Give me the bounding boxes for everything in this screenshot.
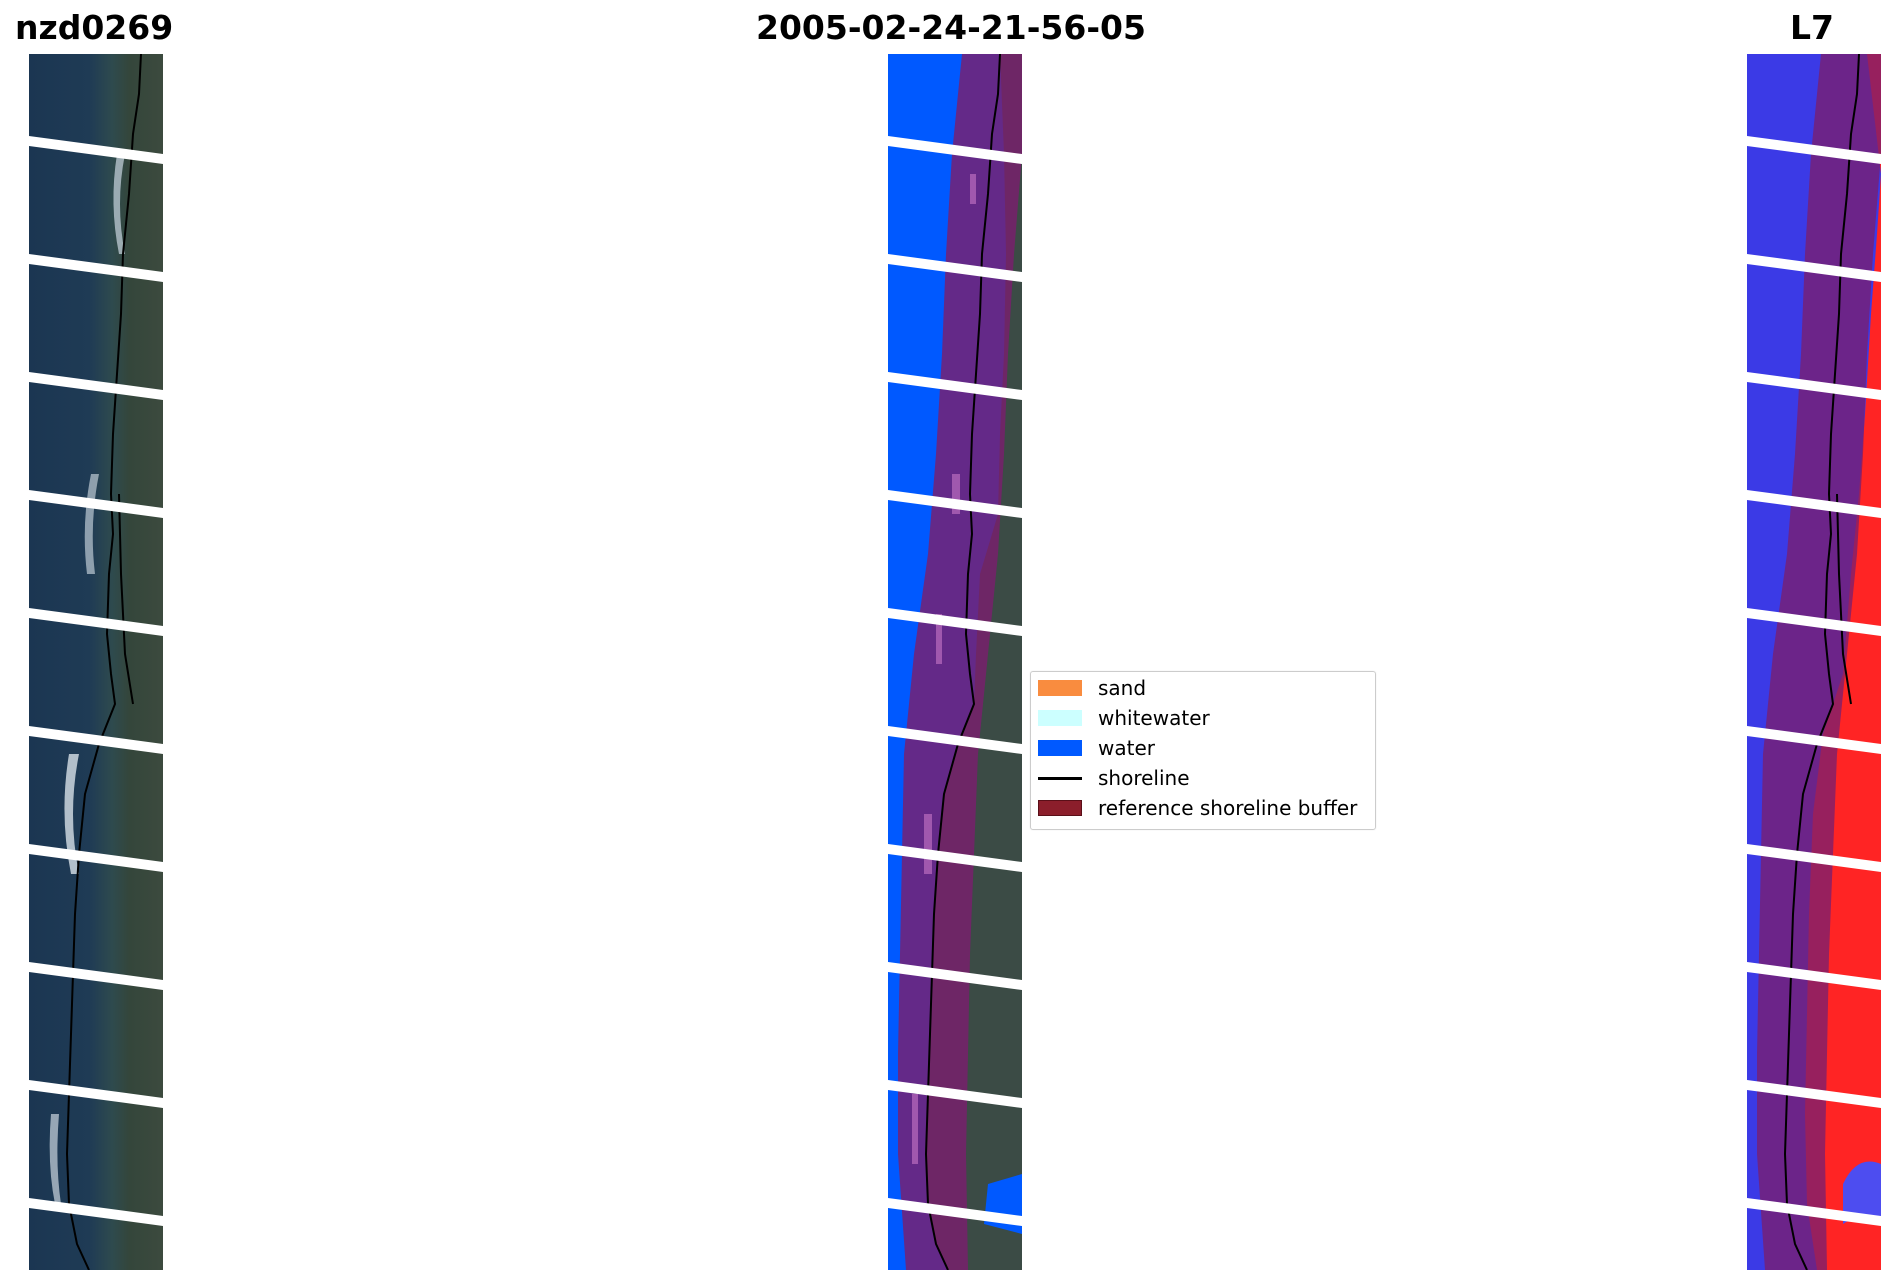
shoreline-swatch [1038,776,1082,780]
rgb-image [29,54,163,1270]
legend-item-shoreline: shoreline [1038,766,1190,790]
whitewater-swatch [1038,710,1082,726]
classified-image-panel [888,54,1022,1270]
ndwi-image-panel [1747,54,1881,1270]
legend-label: shoreline [1098,766,1190,790]
legend-label: reference shoreline buffer [1098,796,1358,820]
reference-buffer [898,54,1022,1270]
satellite-title: L7 [1790,8,1834,47]
legend-label: water [1098,736,1155,760]
legend-item-whitewater: whitewater [1038,706,1210,730]
legend-item-water: water [1038,736,1155,760]
date-title: 2005-02-24-21-56-05 [756,8,1146,47]
legend-item-sand: sand [1038,676,1146,700]
classified-image [888,54,1022,1270]
water-swatch [1038,740,1082,756]
buffer-swatch [1038,800,1082,816]
legend-label: whitewater [1098,706,1210,730]
site-title: nzd0269 [15,8,174,47]
legend-item-buffer: reference shoreline buffer [1038,796,1357,820]
ndwi-image [1747,54,1881,1270]
legend-label: sand [1098,676,1147,700]
legend: sand whitewater water shoreline referenc… [1030,671,1376,830]
rgb-image-panel [29,54,163,1270]
sand-swatch [1038,680,1082,696]
